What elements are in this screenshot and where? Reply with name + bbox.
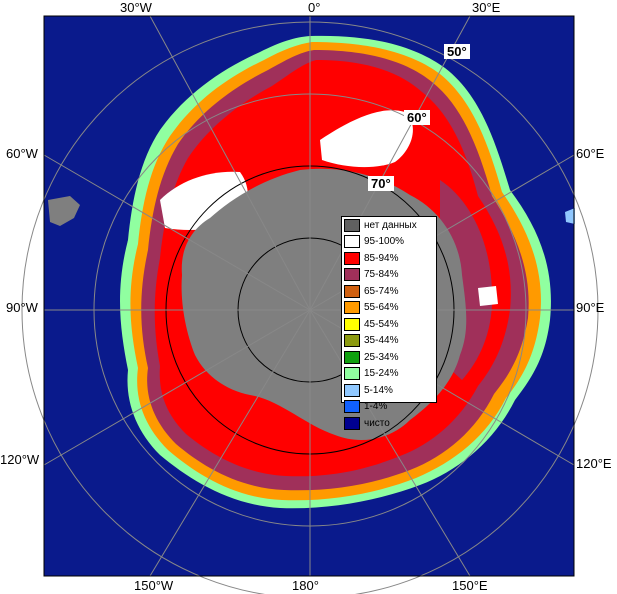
legend-item: нет данных <box>342 217 436 234</box>
ice-patch-white-east <box>320 110 413 168</box>
legend-item: чисто <box>342 415 436 432</box>
lat-label-70: 70° <box>368 176 394 191</box>
lon-label-150e: 150°E <box>452 578 488 593</box>
legend-swatch <box>344 400 360 414</box>
legend-label: 15-24% <box>364 368 399 380</box>
legend-label: 85-94% <box>364 252 399 264</box>
legend-swatch <box>344 251 360 265</box>
legend-swatch <box>344 317 360 331</box>
lon-label-120e: 120°E <box>576 456 612 471</box>
legend-swatch <box>344 218 360 232</box>
legend-label: 1-4% <box>364 401 388 413</box>
legend-item: 45-54% <box>342 316 436 333</box>
legend-item: 35-44% <box>342 333 436 350</box>
legend-label: 65-74% <box>364 285 399 297</box>
legend-item: 5-14% <box>342 382 436 399</box>
lon-label-90w: 90°W <box>6 300 38 315</box>
ice-patch-white-small <box>478 286 498 306</box>
legend-item: 95-100% <box>342 234 436 251</box>
legend-item: 15-24% <box>342 366 436 383</box>
legend-label: 5-14% <box>364 384 393 396</box>
legend-label: чисто <box>364 417 390 429</box>
legend-label: 95-100% <box>364 236 405 248</box>
map-frame <box>43 15 575 577</box>
lon-label-180: 180° <box>292 578 319 593</box>
legend-swatch <box>344 383 360 397</box>
legend-item: 85-94% <box>342 250 436 267</box>
legend-item: 65-74% <box>342 283 436 300</box>
legend-swatch <box>344 235 360 249</box>
legend-swatch <box>344 334 360 348</box>
legend-swatch <box>344 416 360 430</box>
legend-swatch <box>344 268 360 282</box>
legend-label: 35-44% <box>364 335 399 347</box>
lon-label-0: 0° <box>308 0 321 15</box>
legend-swatch <box>344 301 360 315</box>
legend-item: 75-84% <box>342 267 436 284</box>
legend-label: 75-84% <box>364 269 399 281</box>
lon-label-60e: 60°E <box>576 146 605 161</box>
south-america-landmass <box>48 196 80 226</box>
legend-swatch <box>344 367 360 381</box>
legend-item: 25-34% <box>342 349 436 366</box>
legend-label: 45-54% <box>364 318 399 330</box>
lon-label-150w: 150°W <box>134 578 174 593</box>
legend: нет данных 95-100% 85-94% 75-84% 65-74% 55-64… <box>341 216 437 430</box>
legend-label: нет данных <box>364 219 417 231</box>
lon-label-60w: 60°W <box>6 146 38 161</box>
lat-label-60: 60° <box>404 110 430 125</box>
legend-swatch <box>344 350 360 364</box>
lon-label-30w: 30°W <box>120 0 152 15</box>
island-speck <box>565 208 575 224</box>
legend-label: 55-64% <box>364 302 399 314</box>
lon-label-120w: 120°W <box>0 452 40 467</box>
lon-label-30e: 30°E <box>472 0 501 15</box>
legend-swatch <box>344 284 360 298</box>
lat-label-50: 50° <box>444 44 470 59</box>
legend-label: 25-34% <box>364 351 399 363</box>
lon-label-90e: 90°E <box>576 300 605 315</box>
legend-item: 1-4% <box>342 399 436 416</box>
legend-item: 55-64% <box>342 300 436 317</box>
